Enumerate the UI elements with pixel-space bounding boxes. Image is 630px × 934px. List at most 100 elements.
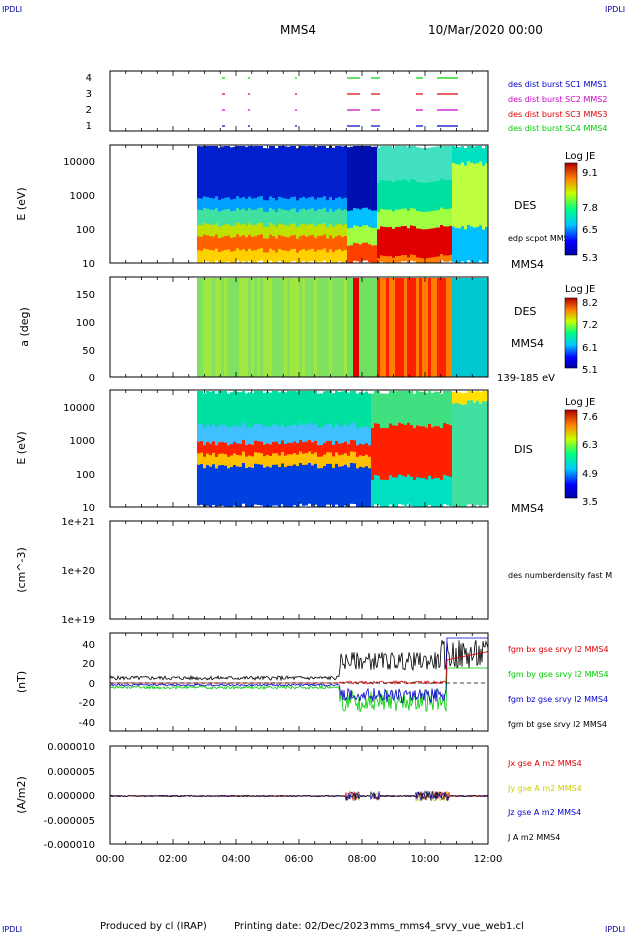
spectrogram-cell bbox=[197, 441, 200, 454]
spectrogram-cell bbox=[335, 250, 338, 263]
spectrogram-cell bbox=[233, 453, 236, 466]
spectrogram-cell bbox=[290, 223, 293, 236]
spectrogram-cell bbox=[455, 228, 458, 263]
spectrogram-cell bbox=[227, 428, 230, 446]
spectrogram-cell bbox=[380, 179, 383, 210]
spectrogram-cell bbox=[398, 474, 401, 504]
spectrogram-cell bbox=[395, 255, 398, 263]
spectrogram-cell bbox=[260, 207, 263, 224]
spectrogram-cell bbox=[464, 404, 467, 507]
spectrogram-cell bbox=[347, 455, 350, 468]
spectrogram-cell bbox=[311, 248, 314, 261]
spectrogram-cell bbox=[332, 211, 335, 228]
spectrogram-cell bbox=[254, 224, 257, 237]
spectrogram-cell bbox=[287, 442, 290, 455]
spectrogram-cell bbox=[218, 226, 221, 239]
spectrogram-cell bbox=[398, 391, 401, 424]
spectrogram-cell bbox=[227, 445, 230, 458]
spectrogram-cell bbox=[251, 236, 254, 252]
spectrogram-cell bbox=[482, 148, 485, 167]
spectrogram-cell bbox=[458, 392, 461, 405]
spectrogram-cell bbox=[434, 391, 437, 427]
spectrogram-cell bbox=[332, 238, 335, 253]
spectrogram-cell bbox=[281, 250, 284, 263]
spectrogram-cell bbox=[314, 199, 317, 212]
spectrogram-cell bbox=[332, 393, 335, 429]
spectrogram-cell bbox=[200, 391, 203, 425]
spectrogram-cell bbox=[275, 464, 278, 506]
spectrogram-cell bbox=[299, 146, 302, 199]
colorbar-tick: 3.5 bbox=[582, 497, 598, 508]
colorbar-tick: 8.2 bbox=[582, 298, 598, 309]
spectrogram-cell bbox=[434, 227, 437, 258]
spectrogram-cell bbox=[230, 251, 233, 263]
spectrogram-cell bbox=[371, 146, 374, 212]
spectrogram-cell bbox=[341, 391, 344, 427]
spectrogram-cell bbox=[251, 210, 254, 226]
spectrogram-cell bbox=[323, 443, 326, 456]
spectrogram-cell bbox=[338, 235, 341, 250]
current-ylabel: (A/m2) bbox=[15, 776, 28, 814]
colorbar-tick: 4.9 bbox=[582, 469, 598, 480]
spectrogram-cell bbox=[239, 392, 242, 428]
spectrogram-cell bbox=[203, 456, 206, 469]
spectrogram-cell bbox=[317, 278, 320, 377]
spectrogram-cell bbox=[308, 197, 311, 210]
spectrogram-cell bbox=[272, 197, 275, 211]
colorbar-title: Log JE bbox=[565, 397, 595, 408]
spectrogram-cell bbox=[353, 463, 356, 505]
spectrogram-cell bbox=[263, 238, 266, 253]
spectrogram-cell bbox=[311, 223, 314, 236]
spectrogram-cell bbox=[317, 249, 320, 262]
spectrogram-cell bbox=[464, 278, 467, 377]
spectrogram-cell bbox=[365, 278, 368, 377]
spectrogram-cell bbox=[209, 236, 212, 251]
spectrogram-cell bbox=[326, 226, 329, 239]
spectrogram-cell bbox=[389, 209, 392, 228]
bfield-ytick: -40 bbox=[79, 718, 95, 729]
spectrogram-cell bbox=[398, 278, 401, 377]
burst-legend-sc4: des dist burst SC4 MMS4 bbox=[508, 124, 607, 133]
spectrogram-cell bbox=[296, 466, 299, 507]
spectrogram-cell bbox=[326, 252, 329, 263]
spectrogram-cell bbox=[413, 146, 416, 181]
current-ytick: 0.000010 bbox=[47, 742, 95, 753]
spectrogram-cell bbox=[344, 424, 347, 443]
spectrogram-cell bbox=[422, 477, 425, 507]
spectrogram-cell bbox=[428, 423, 431, 477]
spectrogram-cell bbox=[254, 209, 257, 226]
spectrogram-cell bbox=[212, 278, 215, 377]
spectrogram-cell bbox=[224, 465, 227, 507]
spectrogram-cell bbox=[413, 428, 416, 481]
spectrogram-cell bbox=[317, 428, 320, 446]
spectrogram-cell bbox=[338, 466, 341, 507]
spectrogram-cell bbox=[329, 423, 332, 442]
spectrogram-cell bbox=[440, 224, 443, 255]
spectrogram-cell bbox=[479, 403, 482, 507]
panel-des-pitch: a (deg) 150 100 50 0 DES MMS4 139-185 eV… bbox=[18, 276, 598, 384]
spectrogram-cell bbox=[350, 440, 353, 453]
spectrogram-cell bbox=[344, 146, 347, 199]
spectrogram-cell bbox=[200, 278, 203, 377]
spectrogram-cell bbox=[431, 210, 434, 229]
spectrogram-cell bbox=[287, 465, 290, 507]
burst-legend-sc2: des dist burst SC2 MMS2 bbox=[508, 95, 607, 104]
spectrogram-cell bbox=[428, 278, 431, 377]
spectrogram-cell bbox=[275, 424, 278, 443]
spectrogram-cell bbox=[350, 278, 353, 377]
spectrogram-cell bbox=[242, 146, 245, 198]
spectrogram-cell bbox=[248, 392, 251, 428]
spectrogram-cell bbox=[464, 165, 467, 230]
spectrogram-cell bbox=[308, 209, 311, 225]
spectrogram-cell bbox=[305, 391, 308, 425]
spectrogram-cell bbox=[224, 236, 227, 251]
spectrogram-cell bbox=[248, 278, 251, 377]
spectrogram-cell bbox=[458, 278, 461, 377]
spectrogram-cell bbox=[413, 393, 416, 429]
spectrogram-cell bbox=[338, 249, 341, 262]
spectrogram-cell bbox=[392, 228, 395, 259]
spectrogram-cell bbox=[353, 225, 356, 244]
spectrogram-cell bbox=[308, 235, 311, 251]
spectrogram-cell bbox=[410, 225, 413, 255]
spectrogram-cell bbox=[230, 147, 233, 201]
